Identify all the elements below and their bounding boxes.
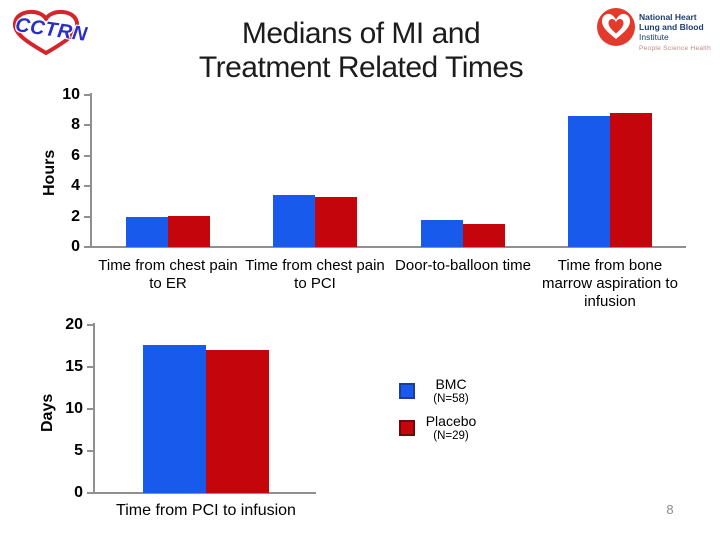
y-tick-label: 5 xyxy=(74,442,83,459)
y-tick-label: 6 xyxy=(71,146,80,164)
y-tick-mark xyxy=(87,450,93,452)
bar-bmc-2 xyxy=(421,220,463,247)
placebo-swatch-icon xyxy=(399,420,415,436)
slide-title: Medians of MI and Treatment Related Time… xyxy=(161,17,561,85)
bmc-swatch-icon xyxy=(399,383,415,399)
y-tick-mark xyxy=(84,94,90,96)
hours-chart-plot-area: 0 2 4 6 8 10 xyxy=(62,86,686,255)
category-label: Time from bone marrow aspiration to infu… xyxy=(542,257,678,310)
bar-bmc-0 xyxy=(143,345,206,493)
days-y-axis-line xyxy=(93,323,95,493)
nhlbi-line2-bold: Lung and Blood xyxy=(639,22,704,32)
slide-title-line2: Treatment Related Times xyxy=(198,51,524,84)
y-tick-label: 10 xyxy=(62,86,80,103)
y-tick-label: 15 xyxy=(65,358,83,375)
bar-bmc-3 xyxy=(568,116,610,247)
category-label: Time from chest pain to PCI xyxy=(245,257,385,292)
bar-bmc-1 xyxy=(273,195,315,247)
legend-item-placebo: Placebo (N=29) xyxy=(399,413,483,450)
y-tick-mark xyxy=(84,246,90,248)
slide-title-line1: Medians of MI and xyxy=(241,17,481,50)
hours-chart-category-labels: Time from chest pain to ER Time from ches… xyxy=(90,257,686,317)
hours-y-axis-line xyxy=(90,93,92,247)
y-tick-mark xyxy=(84,215,90,218)
y-tick-mark xyxy=(87,324,93,326)
category-label: Time from PCI to infusion xyxy=(116,502,296,519)
legend-label-bmc: BMC xyxy=(435,376,467,392)
category-label: Time from chest pain to ER xyxy=(98,257,238,292)
bar-placebo-3 xyxy=(610,113,652,247)
y-tick-label: 0 xyxy=(71,238,80,255)
y-tick-label: 4 xyxy=(71,177,80,195)
y-tick-label: 10 xyxy=(65,400,83,417)
bar-placebo-0 xyxy=(206,350,269,493)
bar-bmc-0 xyxy=(126,217,168,247)
y-tick-mark xyxy=(84,124,90,127)
y-tick-mark xyxy=(87,366,93,368)
legend-label-placebo: Placebo xyxy=(425,413,477,429)
legend-text-bmc: BMC (N=58) xyxy=(419,376,483,406)
y-tick-label: 8 xyxy=(71,116,80,134)
days-x-axis-line xyxy=(93,492,316,494)
legend-item-bmc: BMC (N=58) xyxy=(399,376,483,413)
cctrn-logo: CCTRN xyxy=(6,6,89,58)
days-chart-category-labels: Time from PCI to infusion xyxy=(93,502,333,524)
y-tick-label: 20 xyxy=(65,316,83,333)
y-tick-mark xyxy=(87,492,93,494)
nhlbi-logo-text: National Heart Lung and Blood Institute … xyxy=(639,12,719,52)
y-tick-mark xyxy=(84,185,90,188)
heart-outline-icon xyxy=(12,10,80,55)
y-tick-mark xyxy=(87,408,93,410)
bar-placebo-0 xyxy=(168,216,210,247)
nhlbi-line2-rest: Institute xyxy=(639,32,669,42)
nhlbi-heart-circle-icon xyxy=(597,8,635,46)
nhlbi-logo: National Heart Lung and Blood Institute … xyxy=(595,5,717,53)
y-tick-label: 2 xyxy=(71,207,80,225)
page-number: 8 xyxy=(666,502,674,517)
bar-placebo-2 xyxy=(463,224,505,247)
days-chart-plot-area: 0 5 10 15 20 xyxy=(65,316,316,501)
legend-sublabel-placebo: (N=29) xyxy=(433,430,469,442)
legend-sublabel-bmc: (N=58) xyxy=(433,393,469,405)
y-tick-mark xyxy=(84,154,90,157)
y-tick-label: 0 xyxy=(74,484,83,501)
hours-x-axis-line xyxy=(90,246,686,248)
nhlbi-line2: Lung and Blood Institute xyxy=(639,22,719,42)
bar-placebo-1 xyxy=(315,197,357,247)
nhlbi-line1: National Heart xyxy=(639,12,697,22)
chart-legend: BMC (N=58) Placebo (N=29) xyxy=(399,376,483,450)
category-label: Door-to-balloon time xyxy=(395,257,531,274)
legend-text-placebo: Placebo (N=29) xyxy=(419,413,483,443)
nhlbi-tagline: People Science Health xyxy=(639,45,712,52)
